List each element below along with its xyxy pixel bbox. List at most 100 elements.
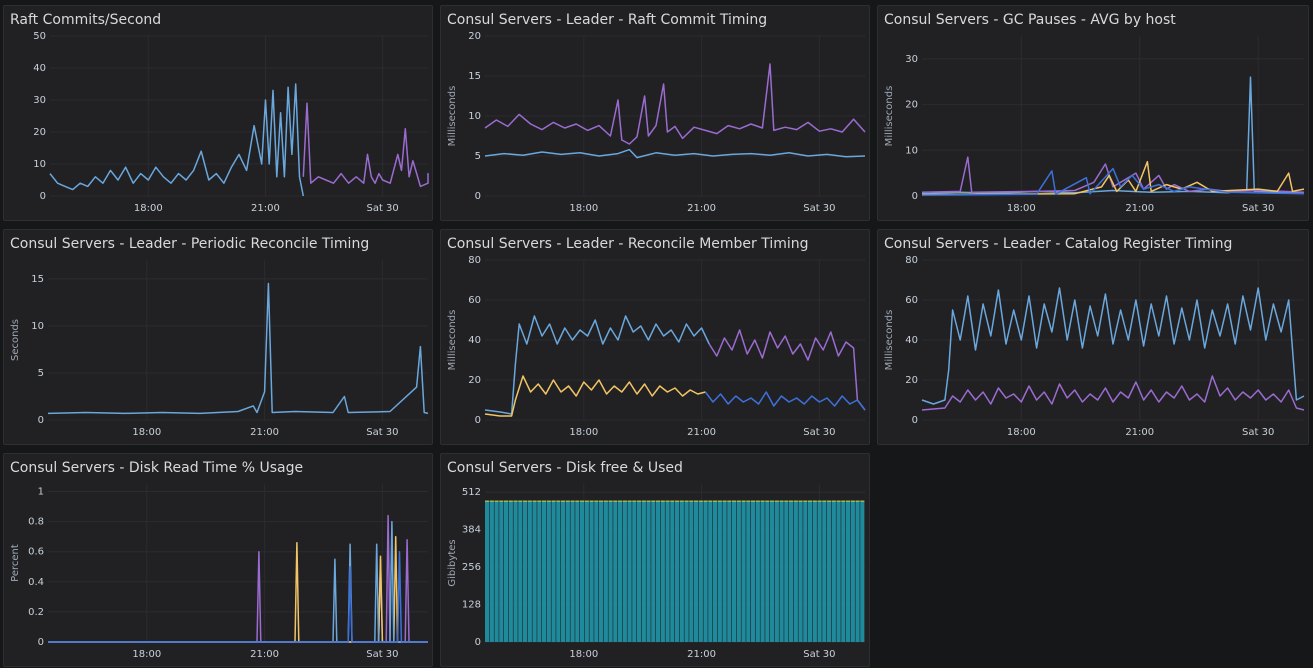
bar-top	[831, 500, 836, 502]
x-tick-label: 21:00	[250, 649, 279, 660]
panel-title[interactable]: Raft Commits/Second	[10, 12, 162, 28]
series-line	[47, 282, 429, 415]
bar-top	[841, 500, 846, 502]
bar-top	[855, 500, 860, 502]
bar	[627, 501, 632, 642]
bar-top	[670, 500, 675, 502]
bar	[746, 501, 751, 642]
y-tick-label: 128	[462, 600, 481, 611]
panel-reconcile-member[interactable]: Consul Servers - Leader - Reconcile Memb…	[440, 229, 870, 445]
bar	[708, 501, 713, 642]
panel-raft-commits[interactable]: Raft Commits/Second 0 10 20 30 40 50 18:00 21:0…	[3, 5, 433, 221]
bar-top	[822, 500, 827, 502]
bar-top	[793, 500, 798, 502]
panel-title[interactable]: Consul Servers - Leader - Raft Commit Ti…	[447, 12, 768, 28]
bar-top	[637, 500, 642, 502]
bar-top	[556, 500, 561, 502]
y-tick-label: 10	[33, 159, 46, 170]
x-tick-label: 21:00	[687, 649, 716, 660]
panel-disk-free-used[interactable]: Consul Servers - Disk free & Used 0 128 25…	[440, 453, 870, 667]
x-tick-label: 18:00	[1007, 203, 1036, 214]
bar	[485, 501, 490, 642]
panel-title[interactable]: Consul Servers - Disk Read Time % Usage	[10, 460, 304, 476]
bar-top	[774, 500, 779, 502]
bar	[817, 501, 822, 642]
bar	[717, 501, 722, 642]
series-line	[484, 315, 710, 415]
bar	[489, 501, 494, 642]
bar-top	[651, 500, 656, 502]
bar	[789, 501, 794, 642]
bar	[727, 501, 732, 642]
y-tick-label: 10	[468, 111, 481, 122]
bar	[670, 501, 675, 642]
x-tick-label: Sat 30	[803, 427, 835, 438]
y-tick-label: 0.4	[28, 577, 44, 588]
bar-top	[537, 500, 542, 502]
bar-top	[727, 500, 732, 502]
bar	[646, 501, 651, 642]
bar-top	[489, 500, 494, 502]
chart-raft-commits: 0 10 20 30 40 50 18:00 21:00 Sat 30	[33, 31, 429, 214]
bar-top	[751, 500, 756, 502]
bar	[518, 501, 523, 642]
x-tick-label: 21:00	[1125, 203, 1154, 214]
series-line	[921, 160, 1305, 196]
x-tick-label: 21:00	[687, 427, 716, 438]
series-line	[921, 167, 1305, 196]
panel-disk-read-time[interactable]: Consul Servers - Disk Read Time % Usage …	[3, 453, 433, 667]
bar	[665, 501, 670, 642]
panel-title[interactable]: Consul Servers - Leader - Periodic Recon…	[10, 236, 370, 252]
y-axis-label: Milliseconds	[447, 86, 458, 147]
bar	[618, 501, 623, 642]
panel-title[interactable]: Consul Servers - GC Pauses - AVG by host	[884, 12, 1176, 28]
bar-top	[846, 500, 851, 502]
panel-title[interactable]: Consul Servers - Disk free & Used	[447, 460, 683, 476]
bar	[808, 501, 813, 642]
x-tick-label: 18:00	[132, 649, 161, 660]
bar-top	[518, 500, 523, 502]
series-line	[921, 76, 1305, 195]
x-tick-label: Sat 30	[1242, 427, 1274, 438]
bar-top	[570, 500, 575, 502]
panel-periodic-reconcile[interactable]: Consul Servers - Leader - Periodic Recon…	[3, 229, 433, 445]
bar	[694, 501, 699, 642]
bar-top	[632, 500, 637, 502]
bar	[841, 501, 846, 642]
y-axis-label: Percent	[10, 544, 21, 582]
y-tick-label: 0.6	[28, 547, 44, 558]
bar	[779, 501, 784, 642]
y-axis-label: Seconds	[10, 319, 21, 361]
panel-raft-commit-timing[interactable]: Consul Servers - Leader - Raft Commit Ti…	[440, 5, 870, 221]
bar	[722, 501, 727, 642]
bar	[599, 501, 604, 642]
panel-catalog-register[interactable]: Consul Servers - Leader - Catalog Regist…	[877, 229, 1309, 445]
bar-top	[755, 500, 760, 502]
bar	[755, 501, 760, 642]
series-line	[484, 375, 706, 417]
x-tick-label: Sat 30	[366, 649, 398, 660]
bar-top	[698, 500, 703, 502]
bar-top	[599, 500, 604, 502]
y-tick-label: 10	[905, 145, 918, 156]
panel-title[interactable]: Consul Servers - Leader - Reconcile Memb…	[447, 236, 809, 252]
y-tick-label: 5	[475, 151, 481, 162]
bar	[774, 501, 779, 642]
bar-top	[513, 500, 518, 502]
bar-top	[594, 500, 599, 502]
panel-gc-pauses[interactable]: Consul Servers - GC Pauses - AVG by host…	[877, 5, 1309, 221]
series-line	[302, 102, 429, 188]
bar	[836, 501, 841, 642]
y-axis-label: Gibibytes	[447, 539, 458, 586]
bar-top	[603, 500, 608, 502]
y-tick-label: 60	[905, 295, 918, 306]
bar	[822, 501, 827, 642]
bar-top	[523, 500, 528, 502]
bar-top	[817, 500, 822, 502]
bar-top	[499, 500, 504, 502]
bar-top	[551, 500, 556, 502]
x-tick-label: 18:00	[1007, 427, 1036, 438]
y-tick-label: 50	[33, 31, 46, 42]
chart-periodic-reconcile: 0 5 10 15 18:00 21:00 Sat 30 Seconds	[10, 260, 429, 438]
panel-title[interactable]: Consul Servers - Leader - Catalog Regist…	[884, 236, 1233, 252]
